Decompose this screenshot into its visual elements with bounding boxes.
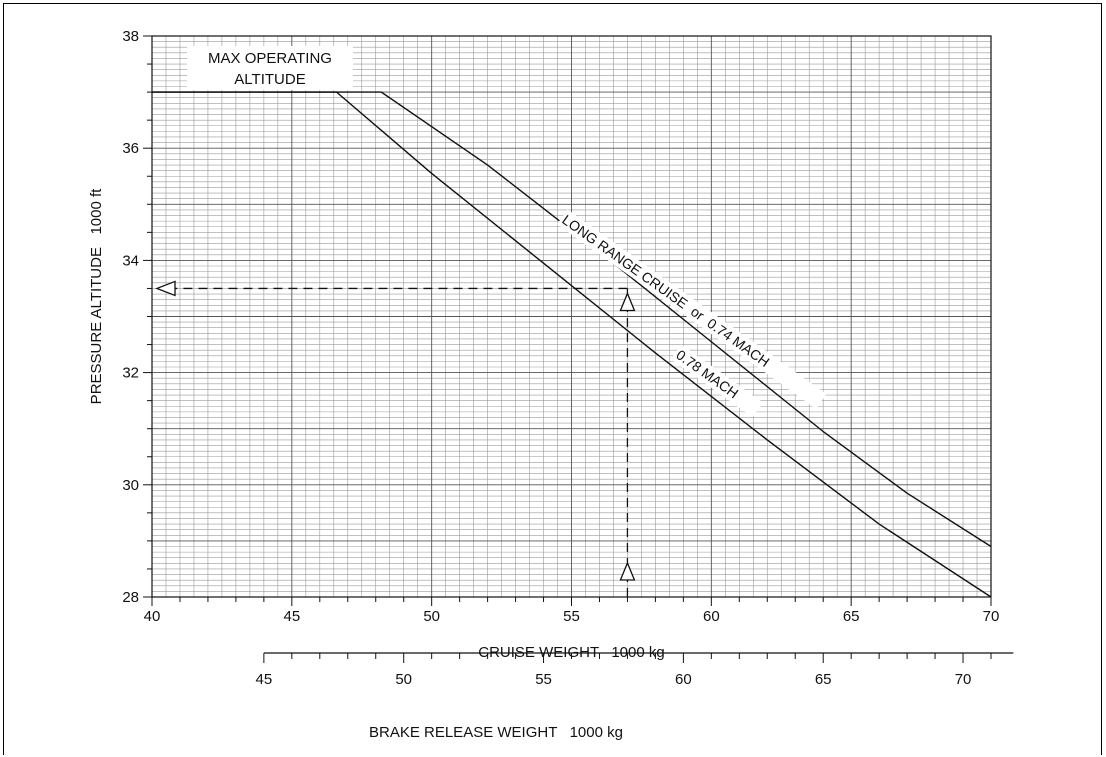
secondary-axis-tick-label: 50 (395, 671, 412, 688)
secondary-axis-label: BRAKE RELEASE WEIGHT 1000 kg (369, 724, 623, 741)
example-arrow-upper (619, 291, 636, 312)
x-tick-label: 55 (563, 608, 580, 625)
secondary-axis: 45 50 55 60 65 70 (256, 652, 1014, 688)
secondary-axis-tick-label: 60 (675, 671, 692, 688)
example-guides (155, 280, 636, 597)
lrc-series-label: LONG RANGE CRUISE or 0.74 MACH (557, 209, 827, 409)
y-axis-label: PRESSURE ALTITUDE 1000 ft (88, 188, 105, 404)
series-line-lrc (152, 91, 992, 548)
lrc-series-label-bg (557, 209, 827, 409)
secondary-axis-tick-label: 55 (535, 671, 552, 688)
chart-frame (3, 3, 1102, 755)
example-arrow-lower (619, 561, 636, 581)
x-tick-label: 50 (423, 608, 440, 625)
axis-ticks (143, 35, 992, 606)
x-tick-label: 60 (703, 608, 720, 625)
y-tick-label: 36 (122, 140, 139, 157)
max-altitude-label: MAX OPERATING ALTITUDE (187, 46, 353, 90)
x-tick-label: 70 (983, 608, 1000, 625)
series-line-mach78 (152, 91, 992, 598)
max-altitude-label-bg (187, 46, 353, 90)
secondary-axis-tick-label: 45 (256, 671, 273, 688)
lrc-series-label-text: LONG RANGE CRUISE or 0.74 MACH (559, 211, 772, 370)
secondary-axis-tick-label: 70 (955, 671, 972, 688)
x-tick-labels: 40 45 50 55 60 65 70 (144, 608, 1000, 625)
y-tick-label: 34 (122, 252, 139, 269)
y-tick-label: 28 (122, 589, 139, 606)
example-arrow-left (155, 280, 176, 297)
x-tick-label: 40 (144, 608, 161, 625)
y-tick-labels: 28 30 32 34 36 38 (122, 28, 139, 606)
y-tick-label: 38 (122, 28, 139, 45)
max-altitude-label-line1: MAX OPERATING (208, 50, 332, 67)
y-tick-label: 30 (122, 477, 139, 494)
mach78-series-label-bg (671, 344, 763, 418)
max-altitude-label-line2: ALTITUDE (234, 71, 305, 88)
secondary-axis-tick-label: 65 (815, 671, 832, 688)
x-tick-label: 45 (283, 608, 300, 625)
x-tick-label: 65 (843, 608, 860, 625)
x-axis-label: CRUISE WEIGHT 1000 kg (478, 644, 664, 661)
y-tick-label: 32 (122, 365, 139, 382)
series-lines (152, 91, 992, 598)
